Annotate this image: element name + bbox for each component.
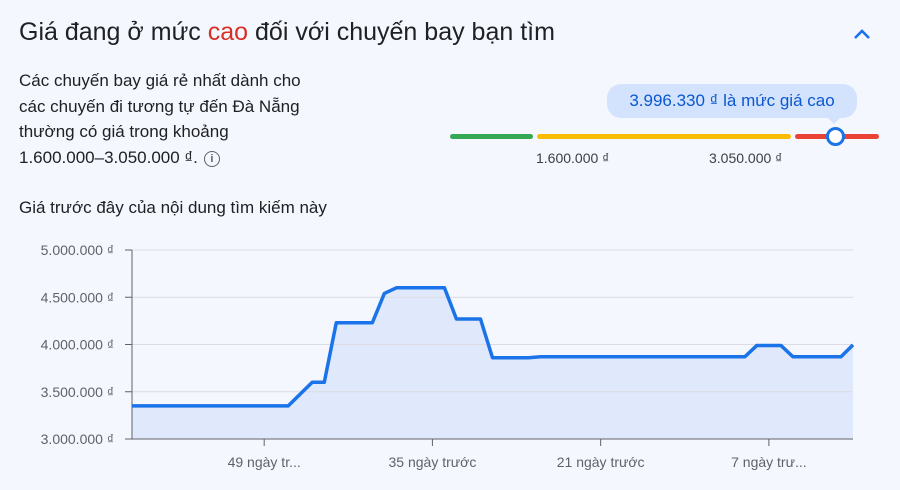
history-title: Giá trước đây của nội dung tìm kiếm này bbox=[19, 198, 327, 217]
x-tick-label: 35 ngày trước bbox=[389, 454, 477, 470]
price-line bbox=[132, 286, 855, 408]
price-area bbox=[132, 287, 853, 439]
typical-price-segment bbox=[537, 134, 791, 139]
price-level-highlight: cao bbox=[207, 18, 249, 46]
y-tick-label: 3.500.000 ₫ bbox=[41, 384, 114, 400]
summary-line: các chuyến đi tương tự đến Đà Nẵng bbox=[19, 96, 300, 116]
high-bound-label: 3.050.000 ₫ bbox=[709, 150, 783, 166]
summary-line: Các chuyến bay giá rẻ nhất dành cho bbox=[19, 71, 301, 90]
y-tick-label: 3.000.000 ₫ bbox=[41, 431, 114, 447]
summary-line: 1.600.000–3.050.000 ₫. bbox=[19, 147, 198, 167]
page-title: Giá đang ở mức cao đối với chuyến bay bạ… bbox=[19, 18, 555, 47]
x-tick-label: 21 ngày trước bbox=[557, 454, 645, 470]
y-tick-label: 4.000.000 ₫ bbox=[41, 337, 114, 353]
collapse-button[interactable] bbox=[846, 20, 878, 48]
title-text: đối với chuyến bay bạn tìm bbox=[248, 18, 555, 46]
price-summary: Các chuyến bay giá rẻ nhất dành cho các … bbox=[19, 68, 349, 170]
y-tick-label: 4.500.000 ₫ bbox=[41, 289, 114, 305]
x-tick-label: 49 ngày tr... bbox=[228, 454, 301, 470]
current-price-marker bbox=[826, 127, 845, 146]
y-tick-label: 5.000.000 ₫ bbox=[41, 242, 114, 258]
title-text: Giá đang ở mức bbox=[19, 18, 208, 46]
price-history-chart: 5.000.000 ₫ 4.500.000 ₫ 4.000.000 ₫ 3.500.0… bbox=[41, 242, 855, 470]
low-price-segment bbox=[450, 134, 533, 139]
chevron-up-icon bbox=[854, 29, 870, 39]
summary-line: thường có giá trong khoảng bbox=[19, 122, 229, 141]
info-icon[interactable]: i bbox=[203, 150, 220, 167]
current-price-tooltip: 3.996.330 ₫ là mức giá cao bbox=[607, 84, 857, 124]
x-tick-label: 7 ngày trư... bbox=[731, 454, 807, 470]
low-bound-label: 1.600.000 ₫ bbox=[536, 150, 610, 166]
